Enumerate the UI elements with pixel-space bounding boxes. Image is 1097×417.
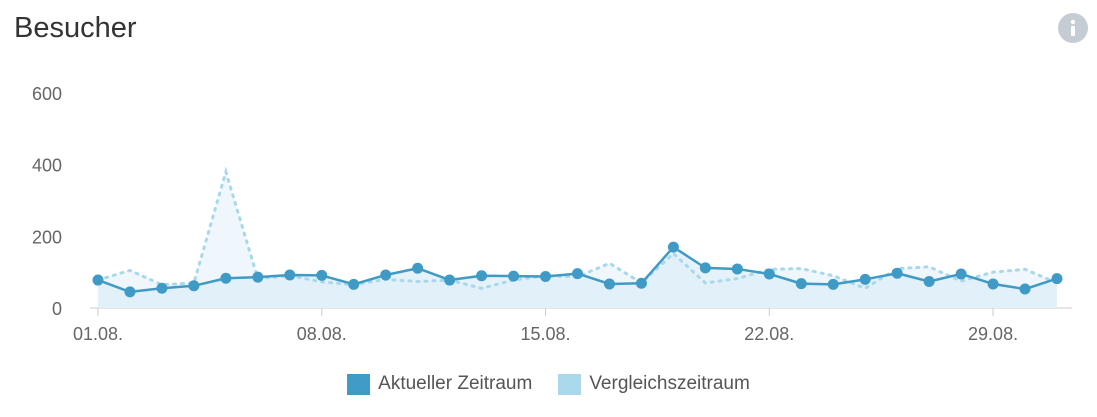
data-point-current	[380, 269, 392, 281]
data-point-current	[859, 273, 871, 285]
data-point-current	[699, 262, 711, 274]
data-point-current	[603, 278, 615, 290]
y-tick-label: 400	[32, 156, 62, 176]
data-point-current	[92, 274, 104, 286]
data-point-current	[1019, 283, 1031, 295]
legend-item-comparison[interactable]: Vergleichszeitraum	[558, 373, 750, 395]
data-point-current	[572, 268, 583, 280]
page-title: Besucher	[14, 12, 137, 44]
x-tick-label: 01.08.	[73, 324, 123, 344]
legend-swatch-comparison	[558, 373, 582, 395]
legend-swatch-current	[347, 373, 371, 395]
data-point-current	[284, 269, 296, 281]
info-icon[interactable]	[1058, 13, 1088, 43]
x-tick-label: 15.08.	[521, 324, 571, 344]
y-tick-label: 0	[52, 299, 62, 319]
data-point-current	[476, 270, 488, 282]
data-point-current	[1051, 273, 1063, 285]
data-point-current	[316, 269, 328, 281]
data-point-current	[827, 278, 839, 290]
data-point-current	[763, 268, 775, 280]
x-tick-label: 08.08.	[297, 324, 347, 344]
data-point-current	[955, 268, 967, 280]
data-point-current	[156, 282, 168, 294]
data-point-current	[635, 277, 647, 289]
data-point-current	[412, 262, 424, 274]
comparison-area	[98, 171, 1057, 308]
data-point-current	[252, 271, 264, 283]
data-point-current	[667, 241, 679, 253]
data-point-current	[508, 270, 520, 282]
data-point-current	[795, 278, 807, 290]
x-tick-label: 22.08.	[744, 324, 794, 344]
data-point-current	[540, 270, 552, 282]
data-point-current	[220, 272, 232, 284]
legend-label-comparison: Vergleichszeitraum	[589, 373, 750, 394]
data-point-current	[987, 278, 999, 290]
y-tick-label: 600	[32, 84, 62, 104]
data-point-current	[731, 263, 743, 275]
legend-item-current[interactable]: Aktueller Zeitraum	[347, 373, 532, 395]
data-point-current	[348, 278, 360, 290]
legend-label-current: Aktueller Zeitraum	[378, 373, 533, 394]
data-point-current	[923, 275, 935, 287]
data-point-current	[188, 280, 200, 292]
x-tick-label: 29.08.	[968, 324, 1018, 344]
y-tick-label: 200	[32, 227, 62, 247]
data-point-current	[891, 267, 903, 279]
visitors-line-chart: 0 200 400 600 01.08. 08.08. 15.08. 22.08. 29.08.	[32, 84, 1072, 344]
chart-legend: Aktueller Zeitraum Vergleichszeitraum	[0, 373, 1097, 395]
data-point-current	[124, 286, 136, 298]
data-point-current	[444, 274, 456, 286]
